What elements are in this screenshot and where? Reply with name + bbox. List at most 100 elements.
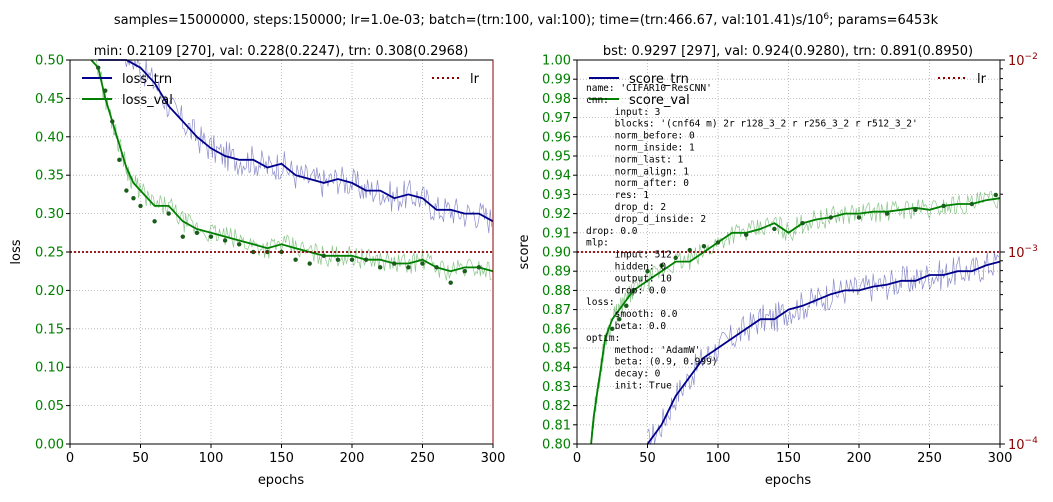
config-line: hidden: 0 [586, 262, 666, 273]
legend-lr-label: lr [470, 72, 480, 87]
loss-chart-ticks: 0 50 100 150 200 250 300 0.00 0.05 0.10 0.15 0.20 0.… [35, 54, 505, 467]
x-tick-label: 250 [410, 451, 435, 466]
val-point [993, 192, 998, 198]
config-line: beta: (0.9, 0.999) [586, 357, 718, 368]
val-point [617, 317, 622, 322]
config-line: smooth: 0.0 [586, 309, 678, 320]
config-line: input: 512 [586, 250, 672, 261]
score-chart-xlabel: epochs [765, 473, 812, 488]
x-tick-label: 100 [199, 451, 224, 466]
y2-tick-label: 10−4 [1008, 436, 1038, 453]
val-point [251, 249, 256, 255]
y-tick-label: 0.30 [35, 207, 64, 222]
val-point [420, 261, 425, 266]
loss-chart-legend: loss_trn loss_val lr [82, 72, 480, 108]
val-point [110, 119, 115, 124]
config-line: norm_before: 0 [586, 131, 695, 142]
figure-suptitle: samples=15000000, steps:150000; lr=1.0e-… [114, 12, 939, 28]
x-tick-label: 50 [132, 451, 149, 466]
val-point [659, 263, 664, 268]
val-point [610, 326, 615, 331]
val-point [237, 242, 242, 247]
config-line: norm_after: 0 [586, 178, 689, 189]
score-chart-lines [577, 191, 1001, 446]
val-point [624, 303, 629, 308]
x-tick-label: 150 [776, 451, 801, 466]
config-line: decay: 0 [586, 369, 661, 380]
y-tick-label: 0.25 [35, 246, 64, 261]
y-tick-label: 0.83 [542, 380, 571, 395]
score-chart-title: bst: 0.9297 [297], val: 0.924(0.9280), t… [603, 44, 973, 59]
val-point [828, 215, 833, 220]
val-point [138, 203, 143, 209]
y-tick-label: 1.00 [542, 54, 571, 69]
score_trn-line [646, 260, 1001, 445]
val-point [673, 255, 678, 260]
val-point [885, 211, 890, 216]
val-point [131, 196, 136, 201]
val-point [969, 201, 974, 207]
score_val-line [590, 197, 1001, 445]
y-tick-label: 0.45 [35, 92, 64, 107]
config-line: drop_d: 2 [586, 202, 666, 213]
val-point [321, 253, 326, 259]
y-tick-label: 0.35 [35, 169, 64, 184]
config-line: drop_d_inside: 2 [586, 214, 706, 225]
val-point [293, 257, 298, 262]
y-tick-label: 0.81 [542, 418, 571, 433]
val-point [117, 157, 122, 163]
y-tick-label: 0.97 [542, 111, 571, 126]
score-chart-ylabel: score [517, 235, 532, 270]
legend-trn-label: loss_trn [122, 72, 172, 87]
config-line: beta: 0.0 [586, 321, 666, 332]
val-point [941, 203, 946, 209]
y-tick-label: 0.90 [542, 246, 571, 261]
val-point [434, 265, 439, 270]
y-tick-label: 0.82 [542, 399, 571, 414]
y-tick-label: 0.85 [542, 342, 571, 357]
x-tick-label: 250 [917, 451, 942, 466]
val-point [363, 257, 369, 262]
config-line: init: True [586, 381, 672, 392]
config-line: blocks: '(cnf64 m) 2r r128_3_2 r r256_3_… [586, 119, 918, 130]
y-tick-label: 0.84 [542, 361, 571, 376]
y-tick-label: 0.88 [542, 284, 571, 299]
config-line: norm_last: 1 [586, 154, 684, 165]
val-point [166, 211, 171, 216]
x-tick-label: 50 [639, 451, 656, 466]
y-tick-label: 0.89 [542, 265, 571, 280]
y-tick-label: 0.95 [542, 150, 571, 165]
loss-chart-title: min: 0.2109 [270], val: 0.228(0.2247), t… [94, 44, 469, 59]
loss_val-line [90, 59, 494, 273]
y-tick-label: 0.93 [542, 188, 571, 203]
y-tick-label: 0.50 [35, 54, 64, 69]
val-point [208, 234, 214, 239]
val-point [349, 257, 355, 262]
y-tick-label: 0.05 [35, 399, 64, 414]
y-tick-label: 0.96 [542, 130, 571, 145]
loss-chart-xlabel: epochs [258, 473, 305, 488]
val-point [406, 265, 411, 270]
y-tick-label: 0.98 [542, 92, 571, 107]
config-text-block: name: 'CIFAR10 ResCNN'cnn: input: 3 bloc… [586, 83, 918, 392]
y-tick-label: 0.00 [35, 438, 64, 453]
config-line: cnn: [586, 95, 609, 106]
x-tick-label: 300 [988, 451, 1013, 466]
y2-tick-label: 10−3 [1008, 244, 1038, 261]
x-tick-label: 0 [66, 451, 74, 466]
config-line: drop: 0.0 [586, 226, 638, 237]
config-line: name: 'CIFAR10 ResCNN' [586, 83, 712, 94]
val-point [279, 249, 284, 255]
val-point [448, 280, 453, 285]
config-line: input: 3 [586, 107, 660, 118]
x-tick-label: 300 [481, 451, 506, 466]
val-point [96, 65, 101, 70]
legend-score-trn-label: score_trn [629, 72, 689, 87]
val-point [222, 238, 228, 243]
val-point [913, 207, 918, 212]
legend-val-label: loss_val [122, 93, 173, 108]
val-point [378, 265, 383, 270]
score-chart-legend: score_trn score_val lr [589, 72, 987, 108]
y2-tick-label: 10−2 [1008, 52, 1038, 69]
x-tick-label: 100 [706, 451, 731, 466]
